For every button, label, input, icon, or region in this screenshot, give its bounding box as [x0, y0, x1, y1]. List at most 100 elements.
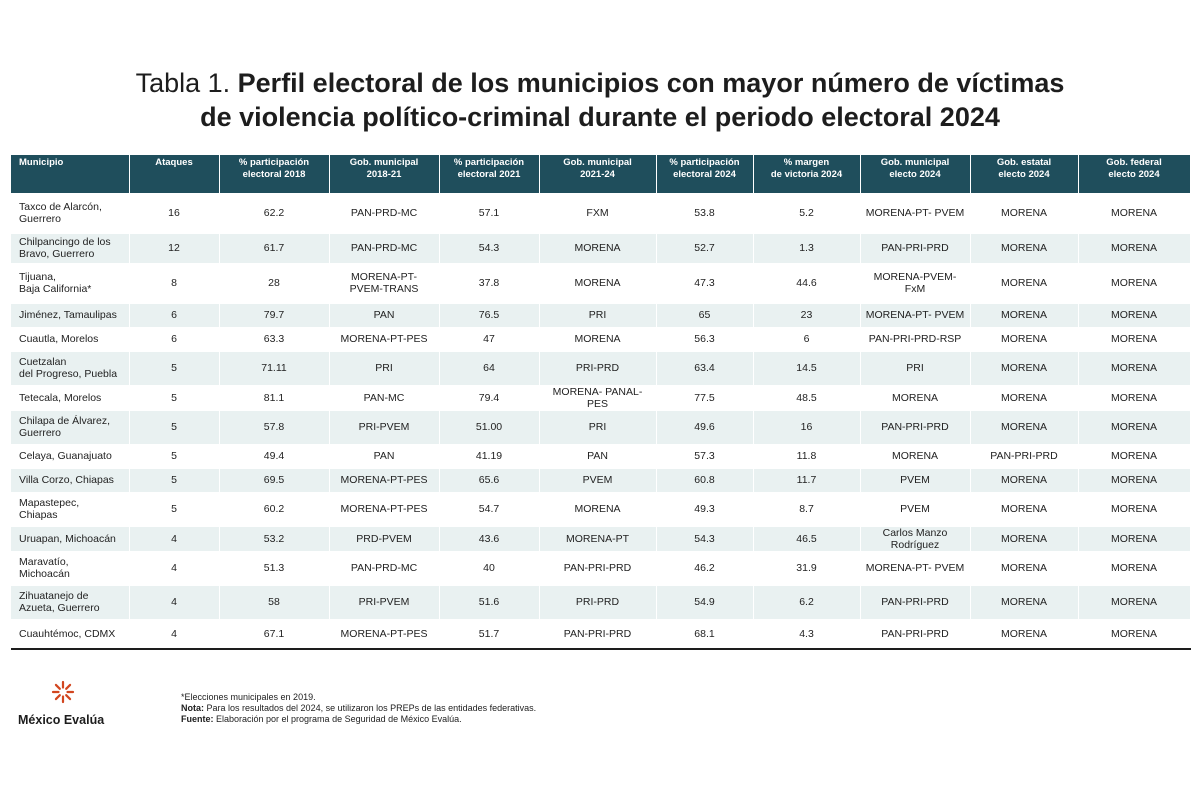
table-cell: MORENA-PT	[539, 526, 657, 552]
column-header: Gob. federal electo 2024	[1078, 155, 1191, 193]
table-cell: 51.6	[439, 585, 540, 620]
table-cell: PAN-PRI-PRD	[539, 551, 657, 586]
column-header-line: Gob. municipal	[880, 157, 950, 168]
table-cell: MORENA	[1078, 263, 1191, 304]
table-cell: 53.2	[219, 526, 330, 552]
table-cell: MORENA-PT- PVEM	[860, 193, 971, 234]
cell-line: Chilapa de Álvarez,	[19, 415, 111, 427]
table-cell: MORENA	[1078, 585, 1191, 620]
cell-line: Chiapas	[19, 509, 58, 521]
table-cell: MORENA	[970, 303, 1079, 328]
fuente-text: Elaboración por el programa de Seguridad…	[213, 714, 462, 724]
table-cell: PAN-PRI-PRD	[539, 619, 657, 650]
column-header: Gob. municipal electo 2024	[860, 155, 971, 193]
table-row: Cuauhtémoc, CDMX 4 67.1 MORENA-PT-PES 51.7 PA…	[11, 619, 1191, 650]
table-cell: PRI-PRD	[539, 585, 657, 620]
table-row: Jiménez, Tamaulipas 6 79.7 PAN 76.5 PRI 65 23 MO…	[11, 303, 1191, 328]
table-cell: 60.8	[656, 468, 754, 493]
table-cell: 8	[129, 263, 220, 304]
nota-label: Nota:	[181, 703, 204, 713]
cell-line: PAN-PRD-MC	[350, 206, 418, 219]
table-cell: 71.11	[219, 351, 330, 386]
cell-line: PAN-PRD-MC	[350, 242, 418, 254]
cell-line: PAN	[373, 450, 395, 462]
table-cell: Chilapa de Álvarez, Guerrero	[11, 410, 130, 445]
column-header: % participación electoral 2018	[219, 155, 330, 193]
table-cell: PRD-PVEM	[329, 526, 440, 552]
table-cell: 54.3	[439, 233, 540, 264]
column-header-line: de victoria 2024	[770, 169, 843, 180]
table-cell: 4.3	[753, 619, 861, 650]
table-cell: 43.6	[439, 526, 540, 552]
table-cell: MORENA	[970, 263, 1079, 304]
column-header: Gob. estatal electo 2024	[970, 155, 1079, 193]
mexico-evalua-logo: México Evalúa	[18, 680, 118, 727]
table-cell: 11.8	[753, 444, 861, 469]
cell-line: Uruapan, Michoacán	[19, 532, 116, 545]
table-cell: 28	[219, 263, 330, 304]
table-cell: 53.8	[656, 193, 754, 234]
table-cell: 57.8	[219, 410, 330, 445]
table-cell: 54.3	[656, 526, 754, 552]
table-cell: MORENA	[539, 327, 657, 352]
table-cell: 81.1	[219, 385, 330, 411]
table-cell: Cuautla, Morelos	[11, 327, 130, 352]
cell-line: PRD-PVEM	[356, 532, 412, 545]
table-cell: Villa Corzo, Chiapas	[11, 468, 130, 493]
table-cell: MORENA-PVEM- FxM	[860, 263, 971, 304]
table-cell: Jiménez, Tamaulipas	[11, 303, 130, 328]
column-header-line: % participación	[669, 157, 740, 168]
table-row: Taxco de Alarcón, Guerrero 16 62.2 PAN-PRD-M…	[11, 193, 1191, 234]
cell-line: MORENA-PT-PES	[340, 503, 428, 515]
table-cell: MORENA	[970, 385, 1079, 411]
table-row: Zihuatanejo de Azueta, Guerrero 4 58 PRI-PVE…	[11, 585, 1191, 620]
table-cell: 61.7	[219, 233, 330, 264]
table-cell: MORENA	[539, 492, 657, 527]
table-cell: 4	[129, 585, 220, 620]
table-cell: MORENA-PT-PES	[329, 619, 440, 650]
table-cell: PAN-PRI-PRD	[860, 619, 971, 650]
cell-line: Azueta, Guerrero	[19, 602, 100, 614]
table-cell: 44.6	[753, 263, 861, 304]
table-cell: 37.8	[439, 263, 540, 304]
table-cell: Mapastepec, Chiapas	[11, 492, 130, 527]
table-cell: Chilpancingo de los Bravo, Guerrero	[11, 233, 130, 264]
logo-text: México Evalúa	[18, 713, 105, 727]
table-cell: 23	[753, 303, 861, 328]
table-cell: PVEM	[539, 468, 657, 493]
column-header: % margen de victoria 2024	[753, 155, 861, 193]
footnote-fuente: Fuente: Elaboración por el programa de S…	[181, 714, 536, 725]
table-cell: 14.5	[753, 351, 861, 386]
table-cell: 63.4	[656, 351, 754, 386]
table-cell: FXM	[539, 193, 657, 234]
column-header: % participación electoral 2021	[439, 155, 540, 193]
table-cell: 8.7	[753, 492, 861, 527]
cell-line: Guerrero	[19, 212, 62, 225]
table-cell: MORENA	[1078, 233, 1191, 264]
table-cell: PRI-PRD	[539, 351, 657, 386]
cell-line: MORENA-PT-PES	[340, 627, 428, 640]
column-header: Ataques	[129, 155, 220, 193]
table-cell: 56.3	[656, 327, 754, 352]
table-cell: 5	[129, 351, 220, 386]
column-header-line: electo 2024	[889, 169, 941, 180]
table-cell: MORENA	[1078, 410, 1191, 445]
table-cell: 4	[129, 526, 220, 552]
table-row: Chilpancingo de los Bravo, Guerrero 12 61.7…	[11, 233, 1191, 264]
table-cell: 41.19	[439, 444, 540, 469]
table-cell: MORENA-PT-PES	[329, 492, 440, 527]
cell-line: Tijuana,	[19, 271, 56, 283]
table-cell: Taxco de Alarcón, Guerrero	[11, 193, 130, 234]
table-cell: 69.5	[219, 468, 330, 493]
table-cell: 63.3	[219, 327, 330, 352]
table-cell: 65.6	[439, 468, 540, 493]
cell-line: Mapastepec,	[19, 497, 80, 509]
table-cell: 1.3	[753, 233, 861, 264]
logo-ray	[65, 694, 72, 701]
table-cell: 5	[129, 492, 220, 527]
table-cell: MORENA	[1078, 193, 1191, 234]
column-header-line: Ataques	[155, 157, 193, 168]
table-cell: 5	[129, 385, 220, 411]
column-header-line: % participación	[453, 157, 525, 168]
column-header-line: electoral 2018	[242, 169, 306, 180]
